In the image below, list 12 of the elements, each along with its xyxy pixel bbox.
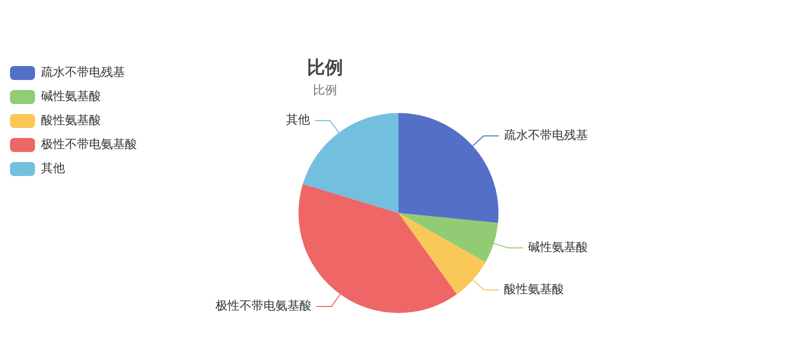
slice-label: 极性不带电氨基酸 xyxy=(214,298,312,313)
legend-label: 疏水不带电残基 xyxy=(41,65,125,80)
legend-label: 极性不带电氨基酸 xyxy=(40,137,137,152)
legend-label: 碱性氨基酸 xyxy=(41,89,101,104)
text: 比例 xyxy=(313,82,337,97)
legend-label: 其他 xyxy=(41,161,65,176)
chart-title: 比例 xyxy=(307,57,343,78)
slice-label: 酸性氨基酸 xyxy=(504,282,564,296)
legend-label: 酸性氨基酸 xyxy=(41,113,101,128)
slice-label: 其他 xyxy=(286,112,310,127)
slice-label: 疏水不带电残基 xyxy=(504,128,588,142)
slice-label: 碱性氨基酸 xyxy=(528,240,588,254)
